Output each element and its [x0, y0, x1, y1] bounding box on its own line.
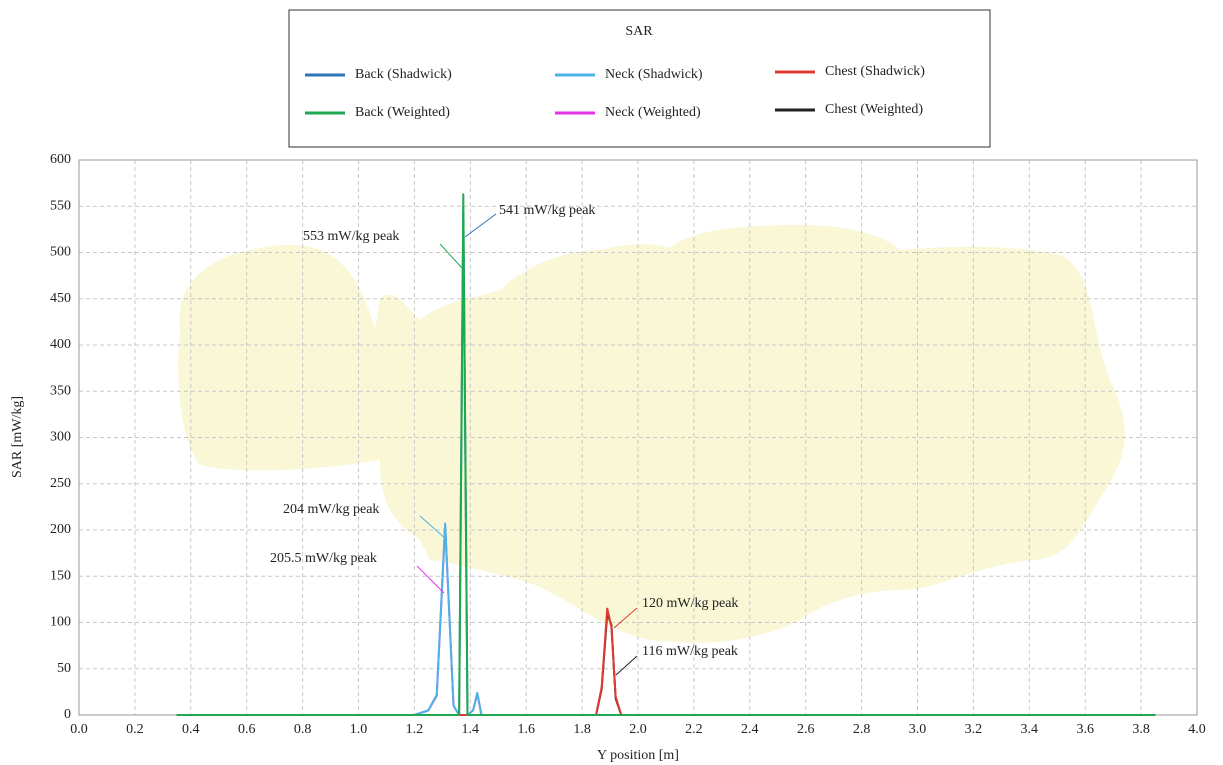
x-tick-label: 1.4 — [462, 722, 480, 737]
y-tick-label: 400 — [50, 337, 71, 352]
x-tick-label: 2.8 — [853, 722, 871, 737]
y-tick-label: 100 — [50, 615, 71, 630]
legend-label: Back (Shadwick) — [355, 67, 452, 82]
x-tick-label: 2.6 — [797, 722, 815, 737]
y-tick-label: 50 — [57, 661, 71, 676]
annotation-leader — [419, 515, 448, 541]
annotation-leader — [416, 565, 445, 594]
x-tick-label: 2.4 — [741, 722, 759, 737]
annotation-leader — [464, 213, 497, 238]
y-tick-label: 500 — [50, 245, 71, 260]
y-tick-label: 200 — [50, 522, 71, 537]
legend-label: Neck (Weighted) — [605, 105, 701, 120]
y-tick-label: 250 — [50, 476, 71, 491]
y-tick-label: 450 — [50, 291, 71, 306]
x-tick-label: 3.4 — [1021, 722, 1039, 737]
legend-label: Chest (Weighted) — [825, 102, 923, 117]
y-tick-label: 300 — [50, 430, 71, 445]
annotation: 541 mW/kg peak — [499, 203, 595, 218]
x-tick-label: 0.2 — [126, 722, 144, 737]
annotation: 204 mW/kg peak — [283, 502, 379, 517]
x-tick-label: 1.6 — [517, 722, 535, 737]
y-tick-label: 600 — [50, 152, 71, 167]
x-tick-label: 2.2 — [685, 722, 703, 737]
legend-title: SAR — [625, 24, 653, 39]
x-tick-label: 0.8 — [294, 722, 312, 737]
annotation: 553 mW/kg peak — [303, 229, 399, 244]
x-tick-label: 3.6 — [1076, 722, 1094, 737]
y-tick-label: 350 — [50, 383, 71, 398]
x-tick-label: 2.0 — [629, 722, 647, 737]
annotation-leader — [439, 243, 463, 269]
annotation: 120 mW/kg peak — [642, 596, 738, 611]
x-tick-label: 3.2 — [965, 722, 983, 737]
x-tick-label: 4.0 — [1188, 722, 1206, 737]
x-tick-label: 1.0 — [350, 722, 368, 737]
legend-label: Back (Weighted) — [355, 105, 450, 120]
legend-label: Neck (Shadwick) — [605, 67, 703, 82]
x-tick-label: 0.6 — [238, 722, 256, 737]
annotation-leader — [613, 607, 638, 629]
y-tick-label: 550 — [50, 198, 71, 213]
x-tick-label: 0.0 — [70, 722, 88, 737]
x-axis-label: Y position [m] — [597, 748, 679, 763]
annotation: 205.5 mW/kg peak — [270, 551, 377, 566]
y-tick-label: 150 — [50, 568, 71, 583]
y-axis-label: SAR [mW/kg] — [10, 396, 25, 478]
legend-box — [288, 9, 991, 148]
x-tick-label: 3.0 — [909, 722, 927, 737]
x-tick-label: 0.4 — [182, 722, 200, 737]
annotation: 116 mW/kg peak — [642, 644, 738, 659]
series-line — [176, 193, 1156, 716]
legend-label: Chest (Shadwick) — [825, 64, 925, 79]
y-tick-label: 0 — [64, 707, 71, 722]
x-tick-label: 1.8 — [573, 722, 591, 737]
x-tick-label: 1.2 — [406, 722, 424, 737]
x-tick-label: 3.8 — [1132, 722, 1150, 737]
annotation-leader — [615, 655, 638, 676]
